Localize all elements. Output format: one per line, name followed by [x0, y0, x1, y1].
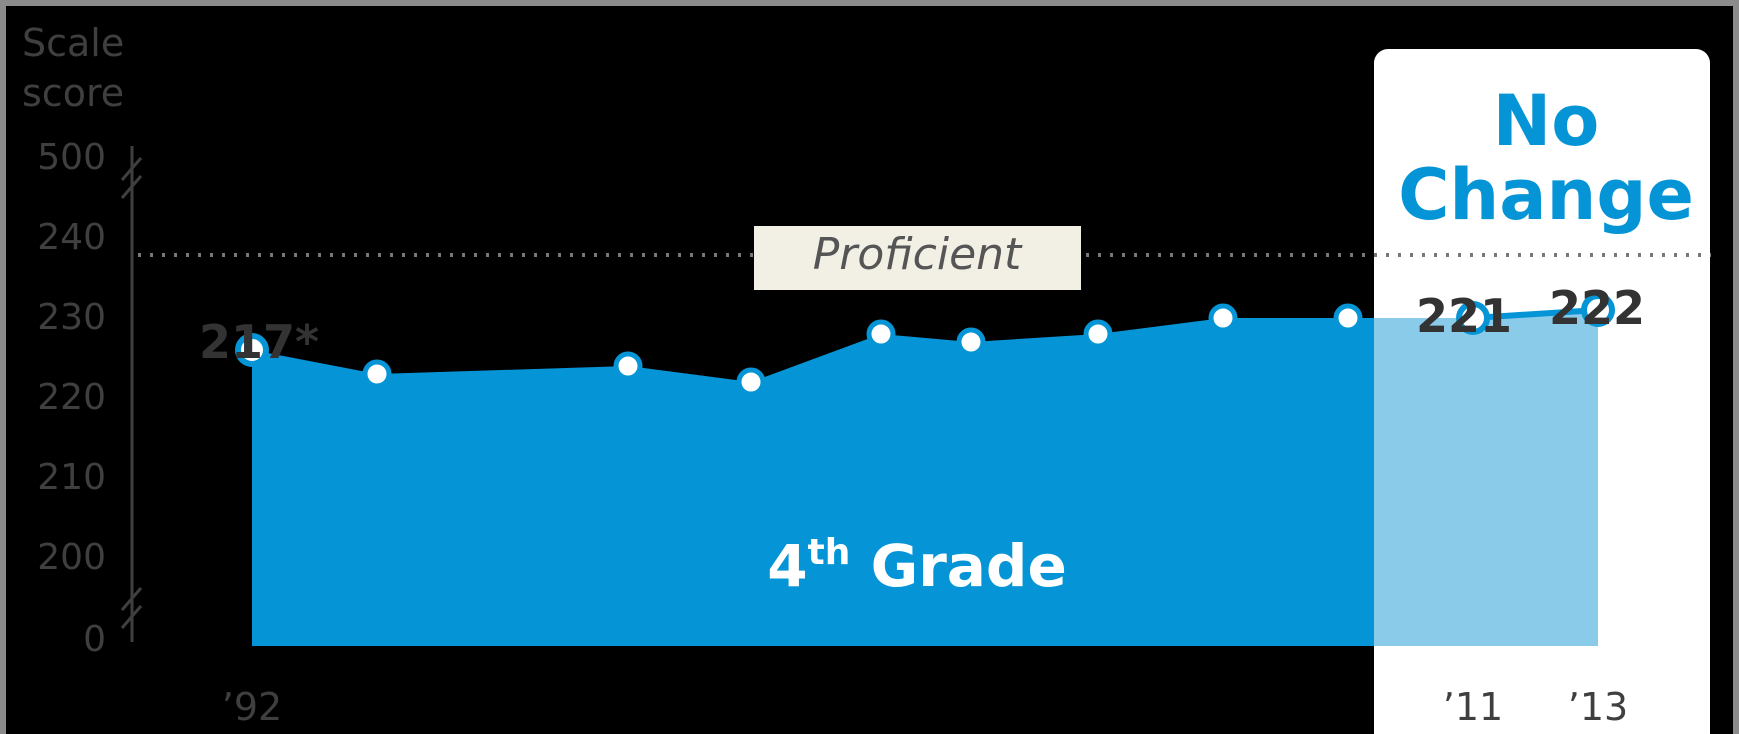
data-point	[1208, 303, 1238, 333]
y-tick-label: 220	[37, 377, 106, 418]
y-axis-ticks: 500 240 230 220 210 200 0	[37, 137, 106, 660]
highlight-area	[1374, 310, 1598, 646]
data-point	[1083, 319, 1113, 349]
y-tick-label: 200	[37, 537, 106, 578]
data-point	[1581, 293, 1615, 327]
chart-panel: Scale score Proficient 500 240 230 220 210 20…	[6, 6, 1733, 734]
series-label-main: 4	[767, 532, 807, 600]
x-tick-label: ’11	[1443, 685, 1503, 729]
series-label-suffix: Grade	[850, 532, 1066, 600]
main-area	[252, 318, 1374, 646]
data-point	[1456, 301, 1490, 335]
no-change-title: No Change	[1398, 80, 1694, 236]
x-tick-label: ’92	[222, 685, 282, 729]
scale-score-area-chart: Proficient 500 240 230 220 210 200 0 ’92 ’11 ’13…	[37, 49, 1711, 734]
data-point	[362, 359, 392, 389]
x-axis-ticks: ’92 ’11 ’13	[222, 685, 1628, 729]
y-axis-title: Scale score	[22, 21, 125, 115]
y-tick-label: 230	[37, 297, 106, 338]
y-tick-label: 240	[37, 217, 106, 258]
proficient-label-box	[754, 226, 1081, 290]
data-point	[1333, 303, 1363, 333]
data-point	[235, 333, 269, 367]
proficient-label: Proficient	[813, 229, 1023, 280]
y-tick-label: 500	[37, 137, 106, 178]
data-point	[956, 327, 986, 357]
data-point	[866, 319, 896, 349]
area-series-group	[252, 307, 1599, 646]
y-tick-label: 0	[83, 619, 106, 660]
series-label: 4th Grade	[767, 532, 1067, 600]
data-points-group	[235, 293, 1615, 397]
upper-axis-break	[120, 157, 143, 199]
y-tick-label: 210	[37, 457, 106, 498]
data-label-2011: 221	[1416, 289, 1512, 343]
data-point	[613, 351, 643, 381]
data-point	[736, 367, 766, 397]
data-label-start: 217*	[199, 315, 319, 369]
lower-axis-break	[120, 587, 143, 629]
series-label-superscript: th	[808, 532, 851, 573]
x-tick-label: ’13	[1568, 685, 1628, 729]
data-label-2013: 222	[1549, 281, 1645, 335]
highlight-series-line	[1472, 307, 1599, 321]
